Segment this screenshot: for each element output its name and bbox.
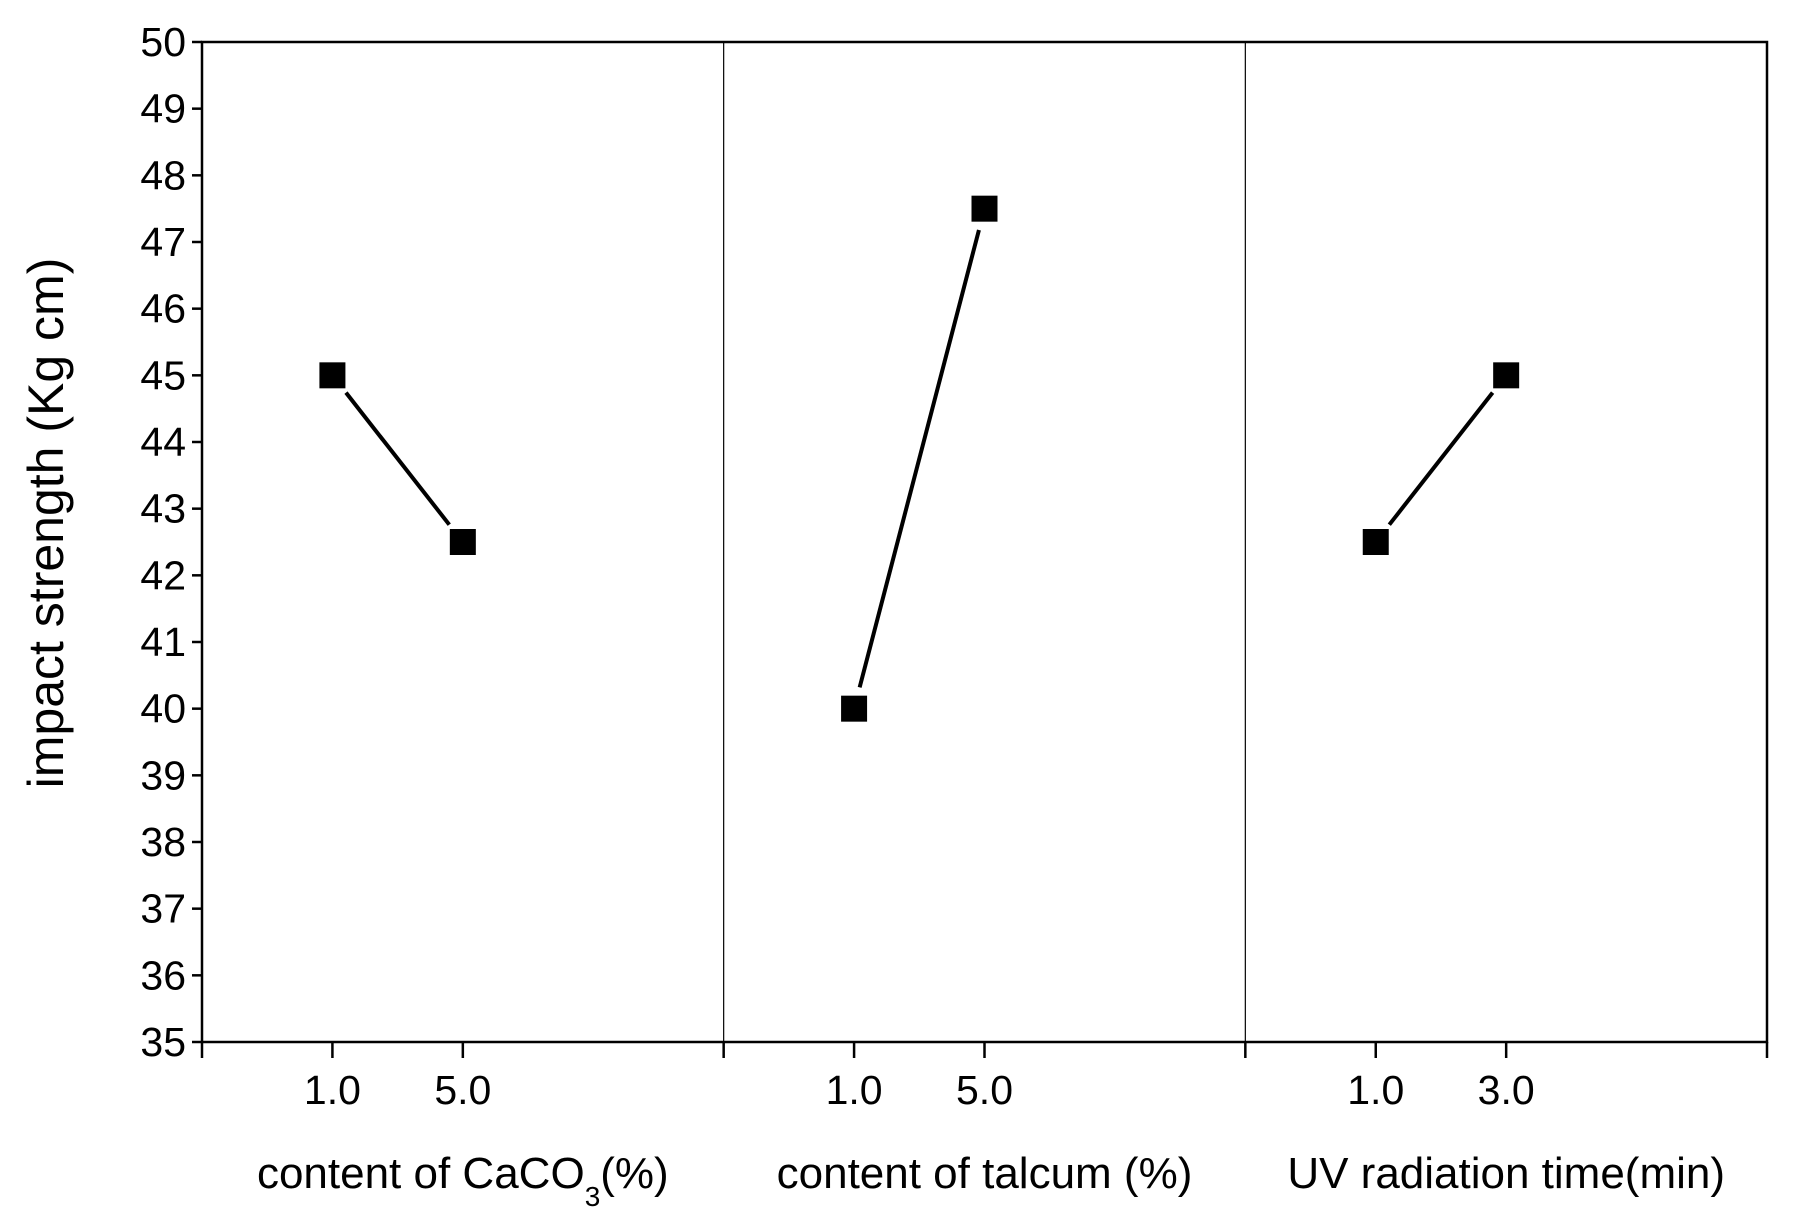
x-tick-label: 1.0 bbox=[1347, 1067, 1404, 1113]
y-tick-label: 36 bbox=[140, 952, 186, 998]
x-axis-label: content of CaCO3(%) bbox=[257, 1149, 669, 1212]
y-tick-label: 49 bbox=[140, 86, 186, 132]
data-point-marker bbox=[319, 362, 346, 389]
series-line bbox=[1387, 391, 1495, 526]
series-line bbox=[344, 391, 451, 526]
y-tick-label: 41 bbox=[140, 619, 186, 665]
series-layer bbox=[319, 195, 1520, 722]
y-tick-label: 47 bbox=[140, 219, 186, 265]
y-tick-label: 38 bbox=[140, 819, 186, 865]
data-point-marker bbox=[841, 695, 868, 722]
data-point-marker bbox=[449, 529, 476, 555]
x-tick-label: 1.0 bbox=[826, 1067, 883, 1113]
ticks-layer: 35 36 37 38 39 40 41 42 43 44 45 46 47 48 49 50 1.0 5.0 1.… bbox=[140, 19, 1769, 1113]
y-tick-label: 37 bbox=[140, 886, 186, 932]
x-axis-label: content of talcum (%) bbox=[777, 1149, 1193, 1198]
y-tick-label: 43 bbox=[140, 486, 186, 532]
data-point-marker bbox=[1493, 362, 1520, 389]
x-tick-label: 3.0 bbox=[1478, 1067, 1535, 1113]
y-tick-label: 35 bbox=[140, 1019, 186, 1065]
series-line bbox=[857, 229, 981, 688]
x-axis-labels: content of CaCO3(%) content of talcum (%)… bbox=[257, 1149, 1725, 1212]
y-tick-label: 45 bbox=[140, 352, 186, 398]
data-point-marker bbox=[1362, 529, 1389, 555]
x-tick-label: 5.0 bbox=[434, 1067, 491, 1113]
x-tick-label: 1.0 bbox=[304, 1067, 361, 1113]
y-tick-label: 39 bbox=[140, 752, 186, 798]
y-tick-label: 50 bbox=[140, 19, 186, 65]
y-tick-label: 40 bbox=[140, 686, 186, 732]
data-point-marker bbox=[971, 195, 998, 222]
x-tick-label: 5.0 bbox=[956, 1067, 1013, 1113]
y-tick-label: 42 bbox=[140, 552, 186, 598]
y-tick-label: 46 bbox=[140, 286, 186, 332]
y-tick-label: 44 bbox=[140, 419, 186, 465]
y-tick-label: 48 bbox=[140, 152, 186, 198]
x-axis-label: UV radiation time(min) bbox=[1287, 1149, 1725, 1198]
y-axis-label: impact strength (Kg cm) bbox=[18, 258, 74, 789]
